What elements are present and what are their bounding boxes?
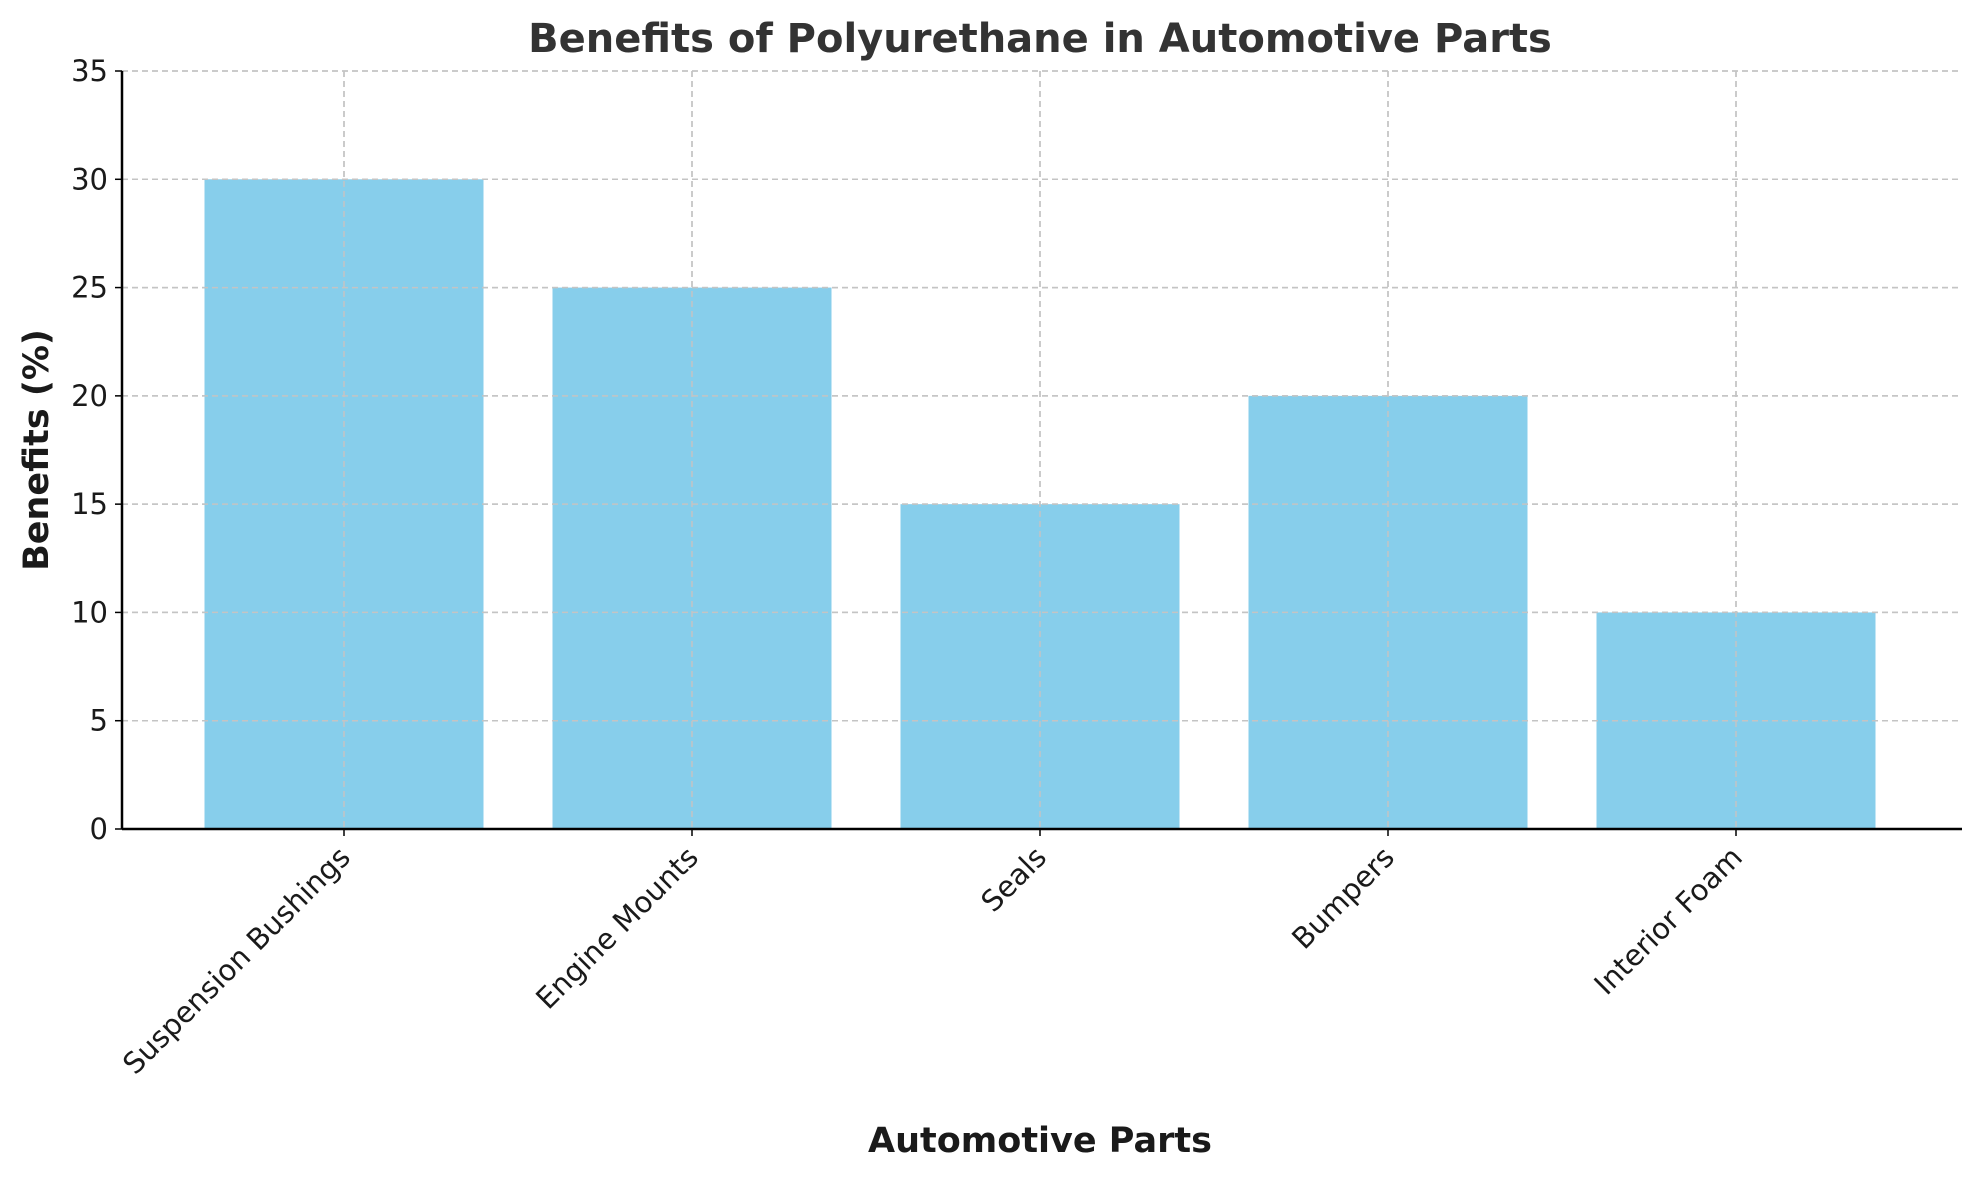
y-tick-label: 25 (71, 271, 108, 305)
x-axis-label: Automotive Parts (868, 1121, 1212, 1161)
bars (122, 70, 1962, 830)
axes (120, 71, 1962, 831)
bar (552, 287, 832, 830)
y-tick-label: 10 (71, 595, 108, 629)
chart-title: Benefits of Polyurethane in Automotive P… (528, 16, 1552, 62)
y-tick-label: 5 (90, 704, 108, 738)
y-tick-label: 15 (71, 487, 108, 521)
y-axis-label: Benefits (%) (17, 329, 57, 571)
y-axis-ticks: 0 5 10 15 20 25 30 35 (71, 54, 122, 846)
y-tick-label: 30 (71, 162, 108, 196)
y-tick-label: 0 (90, 812, 108, 846)
y-tick-label: 20 (71, 379, 108, 413)
y-tick-label: 35 (71, 54, 108, 88)
